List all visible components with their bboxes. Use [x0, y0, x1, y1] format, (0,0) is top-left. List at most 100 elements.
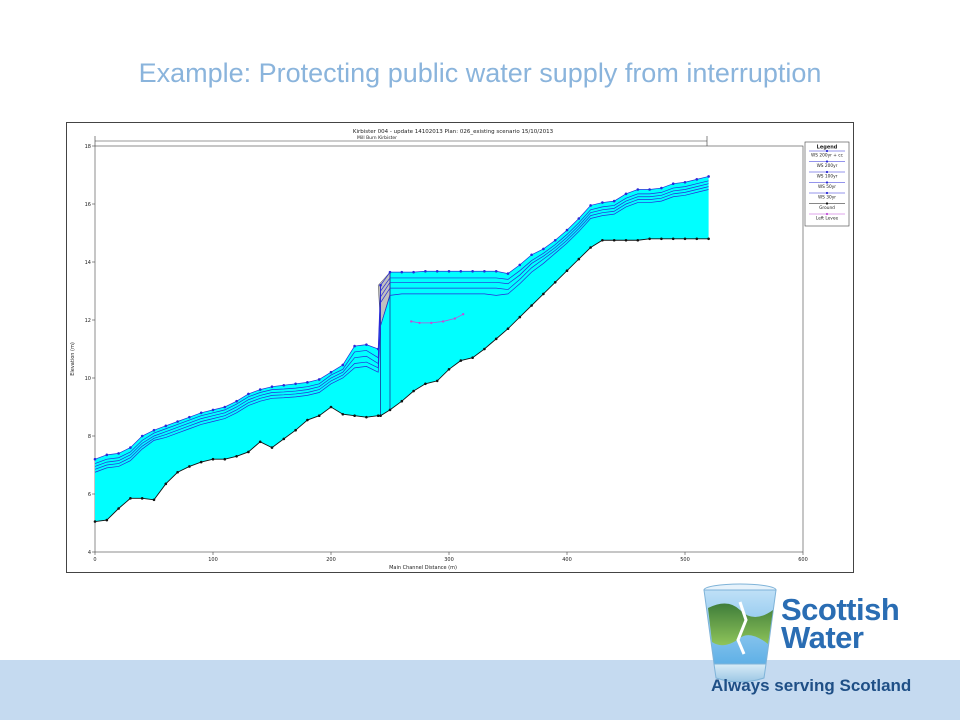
- data-point-ws-200yr-cc: [306, 381, 309, 384]
- series-line-ws-50yr: [94, 186, 709, 470]
- data-point-ground: [553, 281, 557, 284]
- data-point-ws-200yr-cc: [447, 269, 451, 273]
- data-point-ws-200yr-cc: [379, 283, 382, 287]
- data-point-ground: [317, 414, 321, 418]
- data-point-ws-200yr-cc: [471, 269, 474, 273]
- data-point-left-levee: [461, 313, 465, 316]
- y-tick-label: 12: [85, 318, 91, 324]
- data-point-ground: [235, 455, 238, 458]
- data-point-ground: [365, 415, 368, 419]
- data-point-ws-200yr-cc: [424, 269, 427, 273]
- data-point-ws-200yr-cc: [105, 453, 109, 457]
- data-point-ws-200yr-cc: [695, 178, 699, 181]
- data-point-ground: [129, 497, 132, 500]
- series-line-ws-100yr: [94, 183, 709, 467]
- data-point-ws-200yr-cc: [660, 186, 663, 190]
- data-point-ws-200yr-cc: [282, 383, 286, 387]
- data-point-left-levee: [453, 317, 457, 320]
- data-point-ground: [518, 315, 522, 319]
- data-point-ws-200yr-cc: [188, 415, 191, 419]
- series-line-ground: [94, 238, 709, 522]
- data-point-ground: [341, 412, 345, 416]
- legend-frame: [804, 141, 850, 227]
- data-point-left-levee: [410, 320, 413, 323]
- data-point-ws-200yr-cc: [400, 270, 404, 274]
- data-point-ground: [695, 237, 699, 241]
- legend-title: Legend: [817, 145, 838, 151]
- data-point-ground: [530, 304, 533, 307]
- data-point-ground: [412, 389, 415, 393]
- legend: Legend WS 200yr + cc WS 200yr WS 100yr WS 5…: [804, 141, 850, 227]
- data-point-ground: [636, 238, 640, 242]
- data-point-ws-200yr-cc: [247, 392, 250, 396]
- data-point-ground: [601, 238, 604, 242]
- data-point-ws-200yr-cc: [176, 420, 179, 423]
- data-point-ws-200yr-cc: [329, 370, 333, 374]
- data-point-ws-200yr-cc: [506, 272, 510, 275]
- data-point-ground: [671, 237, 675, 241]
- series-line-ws-200yr: [94, 180, 709, 464]
- data-point-ground: [683, 237, 687, 241]
- legend-entry-label: WS 200yr + cc: [811, 153, 844, 159]
- data-point-ground: [483, 347, 486, 351]
- data-point-ws-200yr-cc: [683, 180, 687, 184]
- data-point-ground: [447, 368, 451, 371]
- profile-chart-svg: Kirbister 004 - update 14102013 Plan: 02…: [70, 129, 850, 571]
- data-point-ws-200yr-cc: [270, 385, 274, 389]
- data-point-ground: [140, 497, 144, 500]
- data-point-ws-200yr-cc: [648, 188, 651, 191]
- data-point-ws-200yr-cc: [435, 269, 439, 273]
- data-point-ground: [294, 428, 297, 432]
- legend-swatch-marker: [825, 170, 829, 174]
- data-point-ground: [117, 507, 120, 510]
- data-point-ws-200yr-cc: [612, 199, 616, 203]
- data-point-ws-200yr-cc: [211, 408, 215, 412]
- plot-area: 0 100 200 300 400 500 600 4 6 8 10 12 14 16 18: [85, 144, 808, 563]
- data-point-ws-200yr-cc: [542, 247, 545, 251]
- data-point-ws-200yr-cc: [223, 405, 227, 409]
- y-tick-label: 4: [88, 550, 91, 556]
- legend-entry-label: WS 200yr: [817, 163, 838, 169]
- x-tick-label: 300: [444, 557, 454, 563]
- data-point-ws-200yr-cc: [494, 269, 498, 273]
- data-point-ws-200yr-cc: [553, 238, 557, 242]
- data-point-ws-200yr-cc: [412, 270, 415, 274]
- data-point-ground: [471, 356, 474, 359]
- profile-chart: Kirbister 004 - update 14102013 Plan: 02…: [66, 122, 854, 573]
- data-point-ground: [329, 405, 333, 409]
- data-point-ws-200yr-cc: [589, 204, 592, 207]
- chart-title: Kirbister 004 - update 14102013 Plan: 02…: [353, 129, 554, 135]
- data-point-left-levee: [430, 321, 433, 325]
- data-point-ground: [353, 414, 356, 418]
- data-point-ws-200yr-cc: [129, 446, 132, 449]
- series-line-ws-30yr: [94, 189, 709, 473]
- data-point-ground: [542, 292, 545, 296]
- data-point-ground: [152, 498, 156, 502]
- data-point-ground: [376, 414, 380, 418]
- data-point-ground: [176, 470, 179, 474]
- legend-entry-label: Ground: [819, 205, 835, 211]
- legend-entry-label: WS 50yr: [818, 184, 836, 190]
- data-point-ground: [105, 518, 109, 522]
- logo-wordmark-line2: Water: [781, 620, 864, 655]
- data-point-ws-200yr-cc: [365, 343, 368, 346]
- data-point-ws-200yr-cc: [294, 382, 297, 386]
- y-tick-label: 16: [85, 202, 91, 208]
- data-point-ws-200yr-cc: [601, 201, 604, 204]
- series-line-ws-200yr-cc: [94, 176, 709, 460]
- data-point-ws-200yr-cc: [258, 388, 262, 391]
- data-point-ws-200yr-cc: [388, 270, 392, 274]
- data-point-ws-200yr-cc: [140, 434, 144, 438]
- legend-swatch-marker: [825, 181, 829, 184]
- data-point-ws-200yr-cc: [341, 363, 345, 367]
- y-tick-label: 6: [88, 492, 91, 498]
- data-point-ws-200yr-cc: [565, 228, 569, 232]
- legend-entry-label: WS 30yr: [818, 195, 836, 201]
- data-point-ws-200yr-cc: [518, 263, 522, 267]
- footer-band: [0, 660, 960, 720]
- data-point-ground: [306, 418, 309, 422]
- data-point-ground: [435, 379, 439, 383]
- x-tick-label: 500: [680, 557, 690, 563]
- data-point-ground: [211, 457, 215, 461]
- data-point-ws-200yr-cc: [235, 399, 238, 403]
